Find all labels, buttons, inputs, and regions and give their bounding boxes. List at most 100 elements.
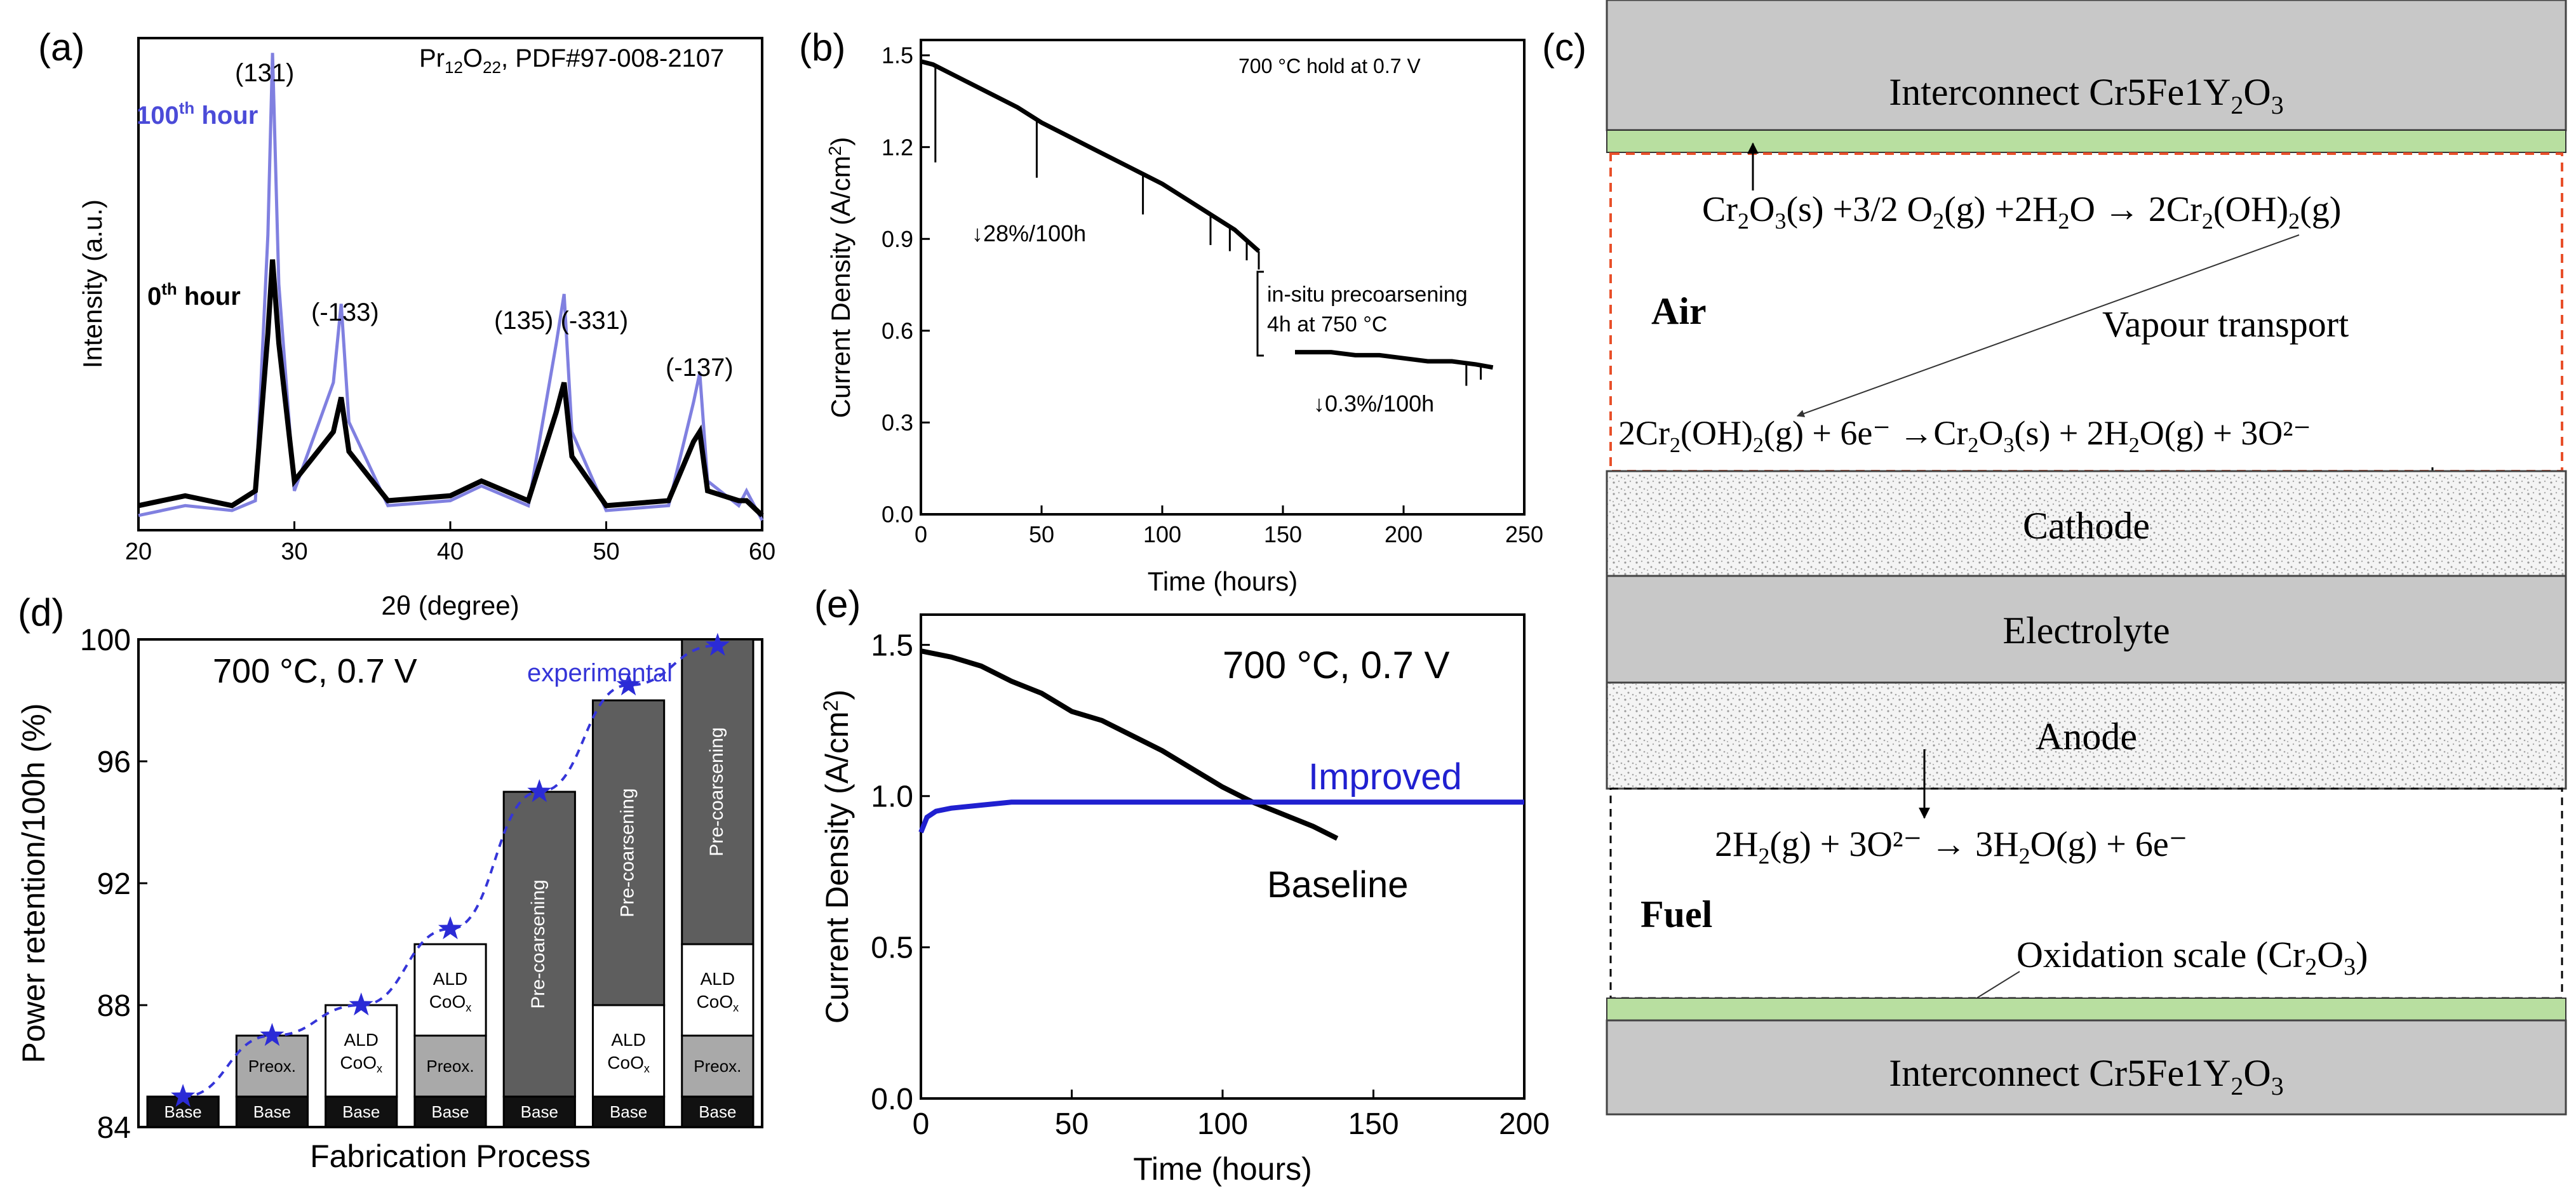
interconnect-bottom-layer xyxy=(1606,1019,2567,1116)
panel-e-xtick-label: 0 xyxy=(913,1107,930,1141)
panel-a: (a) 20 30 40 50 60 Pr12O22, PDF#97-008-2107 … xyxy=(38,26,775,620)
bar-segment-label: CoOx xyxy=(429,992,472,1014)
panel-e-xtick-label: 50 xyxy=(1055,1107,1089,1141)
vapour-transport-arrow xyxy=(1796,234,2300,417)
experimental-points xyxy=(171,632,730,1107)
panel-e-ytick-label: 1.5 xyxy=(871,629,913,662)
electrolyte-layer xyxy=(1606,575,2567,684)
experimental-star xyxy=(349,992,373,1016)
panel-b-drop2: ↓0.3%/100h xyxy=(1313,391,1434,417)
panel-e-xtick-label: 150 xyxy=(1348,1107,1399,1141)
panel-e-improved-label: Improved xyxy=(1308,756,1462,798)
bar-segment-label: ALD xyxy=(344,1030,378,1050)
panel-a-letter: (a) xyxy=(38,26,84,69)
panel-d-ytick-label: 92 xyxy=(97,867,131,901)
panel-a-xlabel: 2θ (degree) xyxy=(381,591,519,620)
panel-d-letter: (d) xyxy=(18,591,64,634)
air-label: Air xyxy=(1651,290,1707,332)
panel-c-letter: (c) xyxy=(1542,26,1587,69)
bar-segment-label: Base xyxy=(342,1102,380,1121)
panel-b-xtick-label: 50 xyxy=(1029,521,1054,547)
cathode-layer xyxy=(1606,470,2567,577)
series-b-before-precoarsening xyxy=(920,59,1261,253)
panel-b-precoarsen-2: 4h at 750 °C xyxy=(1267,312,1387,337)
bar-segment-label: Base xyxy=(431,1102,469,1121)
bar-segment xyxy=(591,1004,666,1098)
panel-a-xtick-label: 30 xyxy=(281,538,307,565)
electrolyte-label: Electrolyte xyxy=(2002,610,2170,651)
bar-segment-label: Preox. xyxy=(694,1057,741,1076)
panel-a-xtick-label: 20 xyxy=(125,538,152,565)
bar-segment-label: CoOx xyxy=(607,1053,650,1075)
bar-segment-label: Base xyxy=(521,1102,558,1121)
bar-segment-label: Pre-coarsening xyxy=(528,879,549,1008)
panel-e-xlabel: Time (hours) xyxy=(1133,1151,1312,1187)
cathode-label: Cathode xyxy=(2023,505,2150,547)
anode-layer xyxy=(1606,681,2567,790)
panel-b-ticks: 0 50 100 150 200 250 0.0 0.3 0.6 0.9 1.2 1.5 xyxy=(882,43,1543,547)
reaction-1: Cr2O3(s) +3/2 O2(g) +2H2O → 2Cr2(OH)2(g) xyxy=(1702,190,2341,234)
bar-segment xyxy=(681,638,755,945)
bar-segment xyxy=(681,1034,755,1098)
oxide-scale-top xyxy=(1606,130,2566,153)
bar-segment-label: ALD xyxy=(433,969,467,989)
panel-d-ytick-label: 88 xyxy=(97,989,131,1023)
panel-e-xtick-label: 200 xyxy=(1499,1107,1550,1141)
bar-segment-label: ALD xyxy=(701,969,735,989)
panel-e-condition: 700 °C, 0.7 V xyxy=(1223,644,1450,686)
panel-e-baseline-label: Baseline xyxy=(1267,864,1408,905)
panel-b-xtick-label: 200 xyxy=(1385,521,1423,547)
panel-a-xtick-label: 40 xyxy=(437,538,464,565)
panel-b-drop1: ↓28%/100h xyxy=(972,220,1086,246)
interconnect-bottom-label: Interconnect Cr5Fe1Y2O3 xyxy=(1889,1052,2284,1100)
panel-d-y-ticks: 84 88 92 96 100 xyxy=(80,624,147,1145)
panel-b-xtick-label: 150 xyxy=(1264,521,1302,547)
experimental-star xyxy=(260,1023,285,1046)
panel-b-xtick-label: 250 xyxy=(1505,521,1543,547)
panel-e-ytick-label: 1.0 xyxy=(871,780,913,814)
series-0th-hour xyxy=(138,259,764,517)
bar-segment-label: Preox. xyxy=(248,1057,296,1076)
panel-a-xtick-label: 60 xyxy=(749,538,775,565)
panel-b-ytick-label: 0.6 xyxy=(882,317,913,344)
bar-segment xyxy=(681,943,755,1037)
vapour-transport-label: Vapour transport xyxy=(2102,304,2349,345)
panel-d-bars: Base Base Preox. Base ALD CoOx Base Preox. ALD Co… xyxy=(146,638,755,1128)
panel-b-xlabel: Time (hours) xyxy=(1148,566,1298,596)
bar-segment xyxy=(325,1095,398,1128)
experimental-star xyxy=(527,779,552,803)
reaction-2: 2Cr2(OH)2(g) + 6e⁻ →Cr2O3(s) + 2H2O(g) +… xyxy=(1618,414,2311,457)
experimental-star xyxy=(171,1084,196,1107)
panel-e-ytick-label: 0.5 xyxy=(871,931,913,965)
bar-segment-label: ALD xyxy=(611,1030,645,1050)
phase-label: Pr12O22, PDF#97-008-2107 xyxy=(419,44,724,77)
bar-segment-label: Base xyxy=(253,1102,291,1121)
experimental-star xyxy=(616,672,641,696)
panel-b-xtick-label: 100 xyxy=(1143,521,1181,547)
panel-b-spikes xyxy=(934,67,1482,386)
panel-b-ytick-label: 0.0 xyxy=(882,502,913,528)
bar-segment xyxy=(413,1034,487,1098)
bar-segment-label: Preox. xyxy=(426,1057,474,1076)
label-100th-hour: 100th hour xyxy=(137,98,258,130)
panel-b-ytick-label: 1.5 xyxy=(882,43,913,69)
panel-b-note: 700 °C hold at 0.7 V xyxy=(1238,55,1421,77)
panel-d-ytick-label: 84 xyxy=(97,1111,131,1145)
panel-d-experimental-label: experimental xyxy=(527,659,673,687)
panel-b-xtick-label: 0 xyxy=(915,521,927,547)
reaction-3: 2H2(g) + 3O²⁻ → 3H2O(g) + 6e⁻ xyxy=(1715,825,2187,869)
fuel-label: Fuel xyxy=(1640,893,1712,935)
series-b-after-precoarsening xyxy=(1295,350,1494,370)
bar-segment xyxy=(235,1095,309,1128)
bar-segment-label: Pre-coarsening xyxy=(617,788,638,917)
bar-segment xyxy=(413,1095,487,1128)
bar-segment-label: Base xyxy=(164,1102,202,1121)
experimental-star xyxy=(438,916,462,940)
panel-b-ytick-label: 1.2 xyxy=(882,134,913,160)
panel-d-xlabel: Fabrication Process xyxy=(310,1138,591,1174)
panel-e-ticks: 0 50 100 150 200 0.0 0.5 1.0 1.5 xyxy=(871,629,1550,1141)
precoarsen-bracket xyxy=(1256,270,1264,357)
bar-segment xyxy=(325,1004,398,1098)
panel-c: (c) Interconnect Cr5Fe1Y2O3 Cr2O3(s) +3/… xyxy=(1542,0,2567,1116)
